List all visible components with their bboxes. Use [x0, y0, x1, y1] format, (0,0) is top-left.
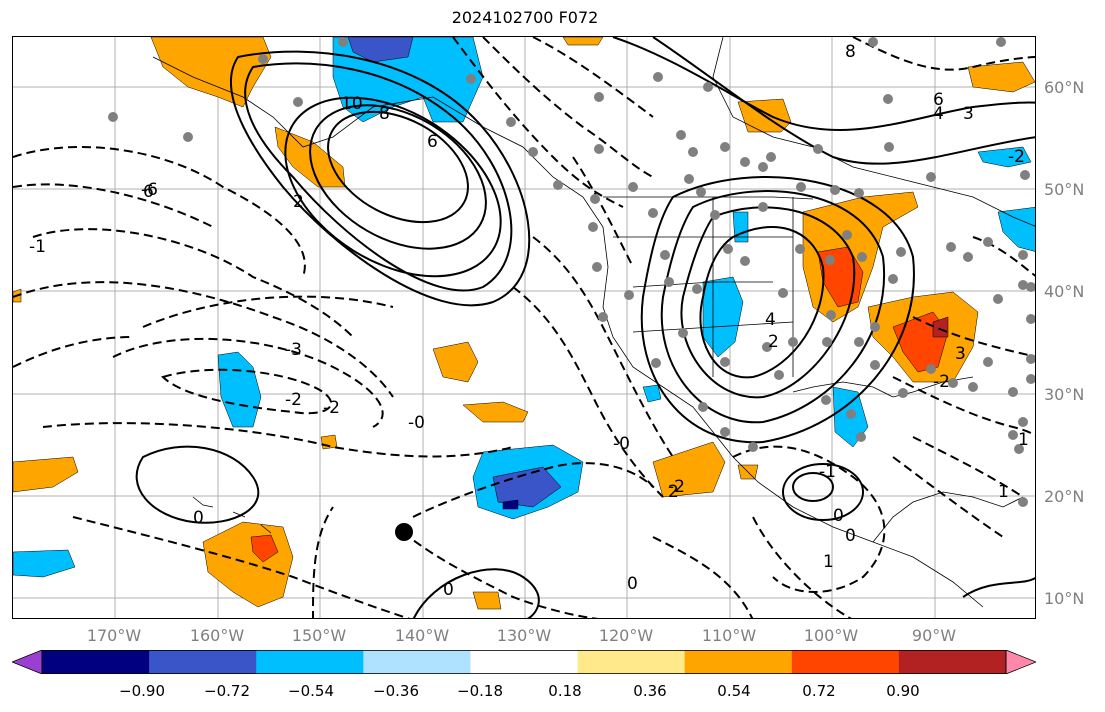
lat-label: 40°N — [1044, 282, 1085, 301]
contour-label: 4 — [933, 104, 944, 124]
lat-label: 50°N — [1044, 180, 1085, 199]
contour-label: -0 — [408, 413, 425, 433]
colorbar-tick: 0.72 — [802, 682, 836, 700]
contour-label: 0 — [443, 580, 454, 600]
colorbar-segment — [684, 650, 793, 674]
contour-label: 1 — [1018, 430, 1029, 450]
map-panel: 10 8 6 6 4 3 2 -6 -1 -3 -2 -2 -0 -0 0 -2… — [12, 36, 1036, 619]
colorbar-segment — [256, 650, 364, 674]
colorbar-extend-high — [1005, 650, 1036, 674]
contour-label: 6 — [143, 182, 154, 202]
colorbar — [12, 650, 1036, 674]
colorbar-segment — [577, 650, 686, 674]
contour-label: -2 — [668, 477, 685, 497]
lat-label: 20°N — [1044, 487, 1085, 506]
lon-label: 100°W — [803, 626, 859, 645]
colorbar-tick: 0.18 — [548, 682, 582, 700]
colorbar-segment — [470, 650, 579, 674]
lon-label: 120°W — [598, 626, 654, 645]
contour-label: 0 — [193, 508, 204, 528]
colorbar-tick: −0.18 — [457, 682, 503, 700]
map-canvas: 10 8 6 6 4 3 2 -6 -1 -3 -2 -2 -0 -0 0 -2… — [13, 37, 1035, 618]
lat-label: 60°N — [1044, 78, 1085, 97]
contour-label: 3 — [955, 344, 966, 364]
colorbar-segment — [363, 650, 471, 674]
shaded-areas — [13, 37, 1035, 610]
contour-label: -2 — [323, 398, 340, 418]
lon-label: 130°W — [496, 626, 552, 645]
colorbar-tick: −0.54 — [288, 682, 334, 700]
colorbar-segment — [149, 650, 257, 674]
colorbar-tick: −0.72 — [204, 682, 250, 700]
contour-label: -2 — [1008, 147, 1025, 167]
contour-label: 6 — [933, 90, 944, 110]
contour-label: 4 — [765, 310, 776, 330]
contour-label: 8 — [379, 104, 390, 124]
colorbar-tick: −0.36 — [373, 682, 419, 700]
contour-label: -2 — [933, 372, 950, 392]
contour-label: 2 — [293, 192, 304, 212]
contour-label: 8 — [845, 42, 856, 62]
coastlines — [152, 37, 1035, 608]
colorbar-extend-low — [12, 650, 43, 674]
contour-label: 3 — [963, 104, 974, 124]
contour-label: 6 — [427, 132, 438, 152]
solid-contours — [135, 37, 1035, 618]
lon-label: 110°W — [701, 626, 757, 645]
colorbar-segment — [791, 650, 900, 674]
lat-label: 30°N — [1044, 385, 1085, 404]
contour-label: -1 — [29, 237, 46, 257]
contour-label-group: 10 8 6 6 4 3 2 -6 -1 -3 -2 -2 -0 -0 0 -2… — [29, 42, 1029, 600]
colorbar-segment — [898, 650, 1007, 674]
colorbar-tick: −0.90 — [119, 682, 165, 700]
contour-label: 0 — [833, 506, 844, 526]
contour-label: -3 — [285, 340, 302, 360]
contour-label: 2 — [668, 482, 679, 502]
colorbar-tick: 0.90 — [886, 682, 920, 700]
contour-label: 0 — [627, 574, 638, 594]
colorbar-tick: 0.36 — [633, 682, 667, 700]
contour-label: 10 — [341, 94, 363, 114]
contour-label: 2 — [768, 332, 779, 352]
contour-label: 0 — [845, 526, 856, 546]
colorbar-segments — [12, 650, 1036, 674]
contour-label: -6 — [141, 180, 158, 200]
contour-label: -1 — [819, 462, 836, 482]
colorbar-outline — [41, 650, 1007, 674]
lon-label: 150°W — [291, 626, 347, 645]
colorbar-segment — [42, 650, 150, 674]
map-title: 2024102700 F072 — [451, 8, 599, 27]
contour-label: -0 — [613, 434, 630, 454]
storm-marker — [395, 523, 413, 541]
lat-label: 10°N — [1044, 589, 1085, 608]
lon-label: 170°W — [86, 626, 142, 645]
contour-label: 1 — [998, 482, 1009, 502]
dashed-contours — [13, 37, 1035, 618]
colorbar-tick: 0.54 — [717, 682, 751, 700]
lon-label: 140°W — [394, 626, 450, 645]
contour-label: -2 — [285, 390, 302, 410]
lon-label: 90°W — [911, 626, 957, 645]
station-dots — [108, 37, 1035, 507]
lon-label: 160°W — [189, 626, 245, 645]
contour-label: 1 — [823, 552, 834, 572]
